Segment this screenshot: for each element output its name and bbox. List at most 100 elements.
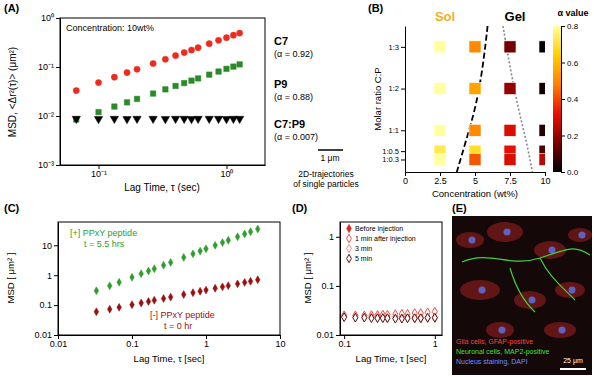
- cell: [469, 83, 481, 95]
- legend-marker: [347, 234, 352, 242]
- tick-mark: [56, 67, 60, 68]
- tick-label: 0.4: [567, 95, 579, 104]
- nucleus: [579, 232, 586, 239]
- annotation: (α = 0.92): [274, 49, 313, 59]
- tick: 10⁻¹: [38, 62, 60, 72]
- image-background: [452, 216, 592, 375]
- data-point: [204, 286, 209, 294]
- series-label: C7: [274, 35, 288, 47]
- data-point: [149, 116, 157, 123]
- data-point: [369, 314, 374, 323]
- data-point: [150, 91, 155, 96]
- data-point: [235, 280, 240, 288]
- tick: 1:2: [389, 84, 405, 93]
- tick-label: 0.1: [321, 281, 334, 291]
- tick: 10⁰: [220, 165, 233, 179]
- data-point: [181, 253, 186, 261]
- panel-label: (D): [292, 202, 308, 214]
- tick: 1:0.3: [382, 155, 405, 164]
- cell: [434, 153, 446, 165]
- nucleus: [479, 287, 486, 294]
- data-point: [110, 116, 118, 123]
- data-point: [150, 60, 156, 66]
- cell: [434, 83, 446, 95]
- data-point: [432, 313, 437, 322]
- axis-bottom: 02.557.510: [403, 172, 551, 186]
- annotation: 1 μm: [320, 153, 339, 163]
- nucleus: [559, 327, 566, 334]
- data-point: [220, 283, 225, 291]
- data-point: [385, 314, 390, 323]
- data-point: [152, 296, 157, 304]
- x-axis-title: Concentration (wt%): [432, 188, 518, 199]
- axis-bottom: 0.11: [338, 335, 442, 349]
- x-axis-title: Lag Time, τ [sec]: [356, 353, 427, 364]
- tick-label: 10: [540, 176, 550, 186]
- data-point: [353, 312, 358, 321]
- tick-mark: [561, 26, 565, 27]
- tick: 10: [42, 241, 58, 251]
- data-point: [162, 56, 168, 62]
- tick: 1:3: [389, 43, 405, 52]
- axis-line: [405, 27, 406, 173]
- cell: [539, 124, 545, 136]
- plot-frame: [58, 222, 280, 335]
- data-point: [117, 278, 122, 286]
- panel: Glia cells, GFAP-positiveNeuronal cells,…: [452, 202, 592, 375]
- data-point: [117, 303, 122, 311]
- data-point: [73, 88, 79, 94]
- data-point: [205, 116, 213, 123]
- data-point: [224, 66, 229, 71]
- annotation: (α = 0.007): [274, 132, 318, 142]
- legend-marker: [347, 224, 352, 232]
- cell: [469, 41, 481, 53]
- tick-mark: [54, 305, 58, 306]
- data-point: [94, 287, 99, 295]
- data-point: [255, 225, 260, 233]
- axis-left: 0.010.1110: [34, 223, 58, 341]
- y-axis-title: MSD [ μm² ]: [5, 253, 16, 304]
- tick: 1: [204, 335, 209, 349]
- data-point: [206, 41, 212, 47]
- data-point: [161, 261, 166, 269]
- axis-bottom: 10⁻¹ 10⁰: [61, 165, 266, 179]
- cell: [504, 153, 516, 165]
- data-point: [235, 116, 243, 123]
- tick-label: 0: [403, 176, 408, 186]
- data-point: [412, 314, 417, 323]
- data-point: [223, 35, 229, 41]
- data-point: [214, 116, 222, 123]
- data-point: [168, 293, 173, 301]
- data-point: [237, 62, 242, 67]
- tick-label: 0.01: [50, 339, 68, 349]
- tick-mark: [401, 159, 405, 160]
- data-point: [130, 273, 135, 281]
- data-point: [134, 96, 139, 101]
- data-point: [362, 313, 367, 322]
- y-axis-title: MSD, <Δr²(τ)> (μm²): [7, 47, 18, 137]
- figure-canvas: 10⁻¹10⁰10⁻³10⁻²10⁻¹10⁰(A)Lag Time, τ (se…: [0, 0, 594, 377]
- tick: 0.2: [561, 132, 579, 141]
- tick: 0.4: [561, 95, 579, 104]
- tick: 0.1: [338, 335, 351, 349]
- axis-line: [340, 223, 341, 336]
- tick-mark: [561, 63, 565, 64]
- data-point: [124, 69, 130, 75]
- tick-label: 0.01: [34, 330, 52, 340]
- tick-label: 5: [473, 176, 478, 186]
- cell: [469, 124, 481, 136]
- x-axis-title: Lag Time, τ (sec): [124, 182, 200, 193]
- tick-label: 1: [329, 232, 334, 242]
- data-point: [425, 314, 430, 323]
- data-point: [342, 313, 347, 322]
- tick: 10⁻²: [38, 111, 60, 121]
- plot-frame: [60, 18, 265, 165]
- nucleus: [504, 229, 511, 236]
- tick: 10⁻¹: [91, 165, 107, 179]
- cell: [539, 83, 545, 95]
- data-point: [191, 289, 196, 297]
- neuron: [462, 249, 590, 312]
- data-point: [375, 313, 380, 322]
- tick-label: 10⁻¹: [38, 62, 54, 72]
- cell: [469, 153, 481, 165]
